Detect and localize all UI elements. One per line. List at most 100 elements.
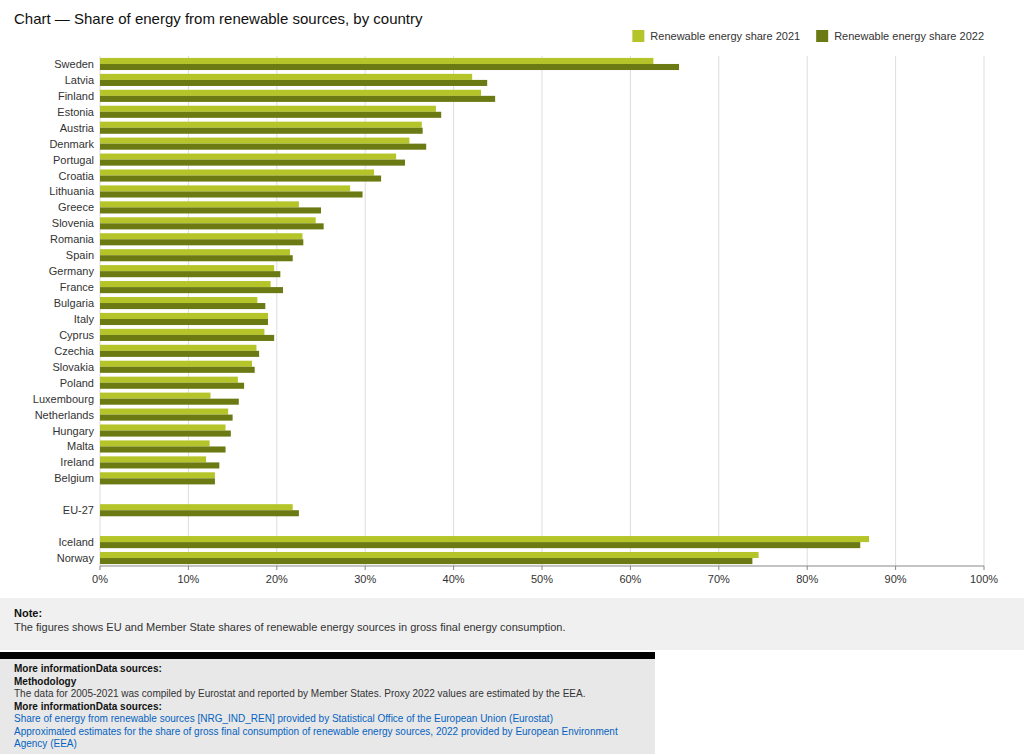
bar	[100, 249, 290, 255]
bar	[100, 345, 256, 351]
bar	[100, 377, 238, 383]
x-tick	[630, 566, 631, 570]
category-label: Romania	[50, 233, 95, 245]
grid-line	[895, 56, 896, 566]
x-tick	[365, 566, 366, 570]
bar	[100, 128, 423, 134]
category-label: Luxembourg	[33, 393, 94, 405]
category-label: Sweden	[54, 58, 94, 70]
legend-label: Renewable energy share 2021	[650, 30, 800, 42]
legend-label: Renewable energy share 2022	[834, 30, 984, 42]
bar	[100, 287, 283, 293]
bar	[100, 510, 299, 516]
x-axis-line	[100, 566, 984, 567]
category-label: Belgium	[54, 472, 94, 484]
x-tick	[276, 566, 277, 570]
grid-line	[807, 56, 808, 566]
bar	[100, 90, 481, 96]
annotation: The figures shows EU and Member State sh…	[14, 621, 1010, 635]
category-label: Spain	[66, 249, 94, 261]
x-tick	[984, 566, 985, 570]
bar	[100, 138, 409, 144]
bar	[100, 504, 293, 510]
x-tick	[807, 566, 808, 570]
annotation: The data for 2005-2021 was compiled by E…	[14, 688, 641, 701]
title: Chart — Share of energy from renewable s…	[14, 10, 423, 27]
info-section: More informationData sources:Methodology…	[0, 659, 655, 754]
bar	[100, 112, 441, 118]
bar	[100, 399, 239, 405]
category-label: Slovakia	[52, 361, 94, 373]
x-tick-label: 50%	[531, 573, 553, 585]
bar	[100, 478, 215, 484]
category-label: EU-27	[63, 504, 94, 516]
grid-line	[542, 56, 543, 566]
category-label: Bulgaria	[54, 297, 95, 309]
x-tick-label: 10%	[177, 573, 199, 585]
bar	[100, 488, 101, 494]
bar	[100, 424, 226, 430]
x-tick-label: 90%	[885, 573, 907, 585]
bar	[100, 223, 324, 229]
category-label: Poland	[60, 377, 94, 389]
x-tick	[188, 566, 189, 570]
legend: Renewable energy share 2022 Renewable ene…	[632, 30, 984, 42]
x-tick-label: 0%	[92, 573, 108, 585]
bars	[100, 58, 869, 564]
grid-line	[630, 56, 631, 566]
x-tick-label: 100%	[970, 573, 998, 585]
category-label: France	[60, 281, 94, 293]
bar	[100, 106, 436, 112]
bar	[100, 281, 271, 287]
x-tick-label: 70%	[708, 573, 730, 585]
bar	[100, 80, 487, 86]
bar	[100, 472, 215, 478]
x-tick	[718, 566, 719, 570]
category-label: Croatia	[59, 170, 95, 182]
category-label: Germany	[49, 265, 95, 277]
x-tick-label: 80%	[796, 573, 818, 585]
annotation: Methodology	[14, 676, 641, 689]
annotation: More informationData sources:	[14, 701, 641, 714]
annotation: More informationData sources:	[14, 663, 641, 676]
category-label: Norway	[57, 552, 95, 564]
annotation: Note:	[14, 607, 1010, 621]
bar	[100, 329, 264, 335]
bar	[100, 542, 860, 548]
bar	[100, 58, 653, 64]
x-tick-label: 20%	[266, 573, 288, 585]
x-tick	[453, 566, 454, 570]
bar	[100, 96, 495, 102]
bar	[100, 415, 233, 421]
bar	[100, 239, 303, 245]
category-label: Ireland	[60, 456, 94, 468]
chart: Chart — Share of energy from renewable s…	[0, 0, 1024, 598]
bar	[100, 122, 422, 128]
legend-swatch	[632, 30, 644, 42]
x-tick	[100, 566, 101, 570]
category-label: Cyprus	[59, 329, 94, 341]
category-label: Greece	[58, 201, 94, 213]
category-label: Malta	[67, 440, 95, 452]
x-grid	[100, 56, 984, 566]
bar	[100, 176, 381, 182]
bar	[100, 217, 316, 223]
bar	[100, 552, 759, 558]
bar	[100, 191, 363, 197]
category-label: Slovenia	[52, 217, 95, 229]
bar	[100, 207, 321, 213]
bar	[100, 361, 252, 367]
separator	[0, 652, 655, 659]
category-label: Iceland	[59, 536, 94, 548]
category-label: Netherlands	[35, 409, 95, 421]
x-tick	[542, 566, 543, 570]
bar	[100, 393, 211, 399]
bar	[100, 313, 268, 319]
bar	[100, 446, 226, 452]
x-tick-label: 30%	[354, 573, 376, 585]
category-label: Denmark	[49, 138, 94, 150]
bar	[100, 64, 679, 70]
x-tick-label: 40%	[443, 573, 465, 585]
bar	[100, 526, 101, 532]
bar	[100, 154, 396, 160]
